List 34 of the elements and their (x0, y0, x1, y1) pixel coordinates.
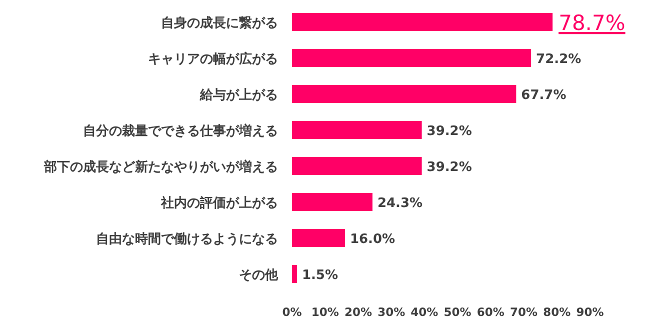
x-tick-label: 40% (410, 305, 439, 319)
data-label: 39.2% (426, 160, 472, 175)
bar (292, 229, 345, 247)
data-label: 16.0% (350, 232, 396, 247)
bar (292, 13, 553, 31)
y-tick-label: その他 (239, 268, 279, 283)
x-tick-label: 60% (476, 305, 505, 319)
y-tick-label: 部下の成長など新たなやりがいが増える (43, 159, 278, 175)
y-tick-label: 社内の評価が上がる (160, 195, 278, 211)
y-tick-label: 自分の裁量でできる仕事が増える (83, 123, 278, 139)
y-tick-label: キャリアの幅が広がる (148, 51, 278, 67)
data-label: 39.2% (426, 124, 472, 139)
data-label: 24.3% (377, 196, 423, 211)
x-tick-label: 30% (378, 305, 406, 319)
x-tick-label: 50% (444, 305, 472, 319)
x-tick-label: 90% (576, 305, 604, 319)
y-tick-label: 自由な時間で働けるようになる (96, 232, 278, 247)
bar (292, 193, 372, 211)
data-label: 67.7% (521, 88, 566, 103)
y-tick-label: 給与が上がる (199, 88, 278, 103)
bar (292, 157, 422, 175)
x-tick-label: 70% (510, 305, 538, 319)
data-label: 1.5% (302, 268, 338, 283)
y-tick-label: 自身の成長に繋がる (161, 16, 278, 31)
bar (292, 49, 532, 67)
data-label: 78.7% (558, 11, 626, 35)
bar (292, 121, 422, 139)
x-tick-label: 20% (344, 305, 372, 319)
x-tick-label: 80% (543, 305, 572, 319)
bar (292, 265, 297, 283)
data-label: 72.2% (536, 52, 582, 67)
x-tick-label: 10% (311, 305, 340, 319)
bar (292, 85, 516, 103)
x-tick-label: 0% (282, 305, 302, 319)
